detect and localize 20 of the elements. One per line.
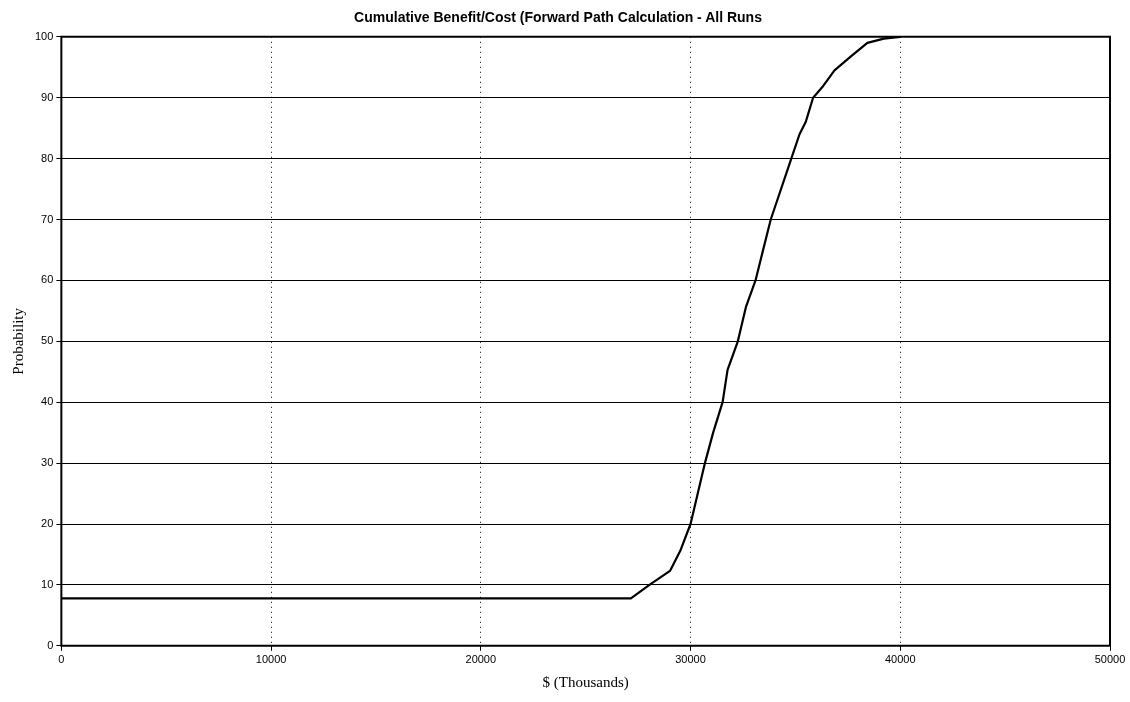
y-tick-label: 0 — [47, 638, 54, 651]
y-tick-label: 60 — [41, 273, 54, 286]
x-tick-label: 10000 — [255, 653, 287, 666]
x-tick-label: 30000 — [675, 653, 706, 666]
chart-title: Cumulative Benefit/Cost (Forward Path Calculation - All Runs — [354, 9, 763, 26]
y-tick-label: 70 — [41, 212, 54, 225]
x-tick-label: 20000 — [465, 653, 497, 666]
y-tick-label: 90 — [41, 90, 54, 103]
x-axis-title: $ (Thousands) — [542, 673, 629, 691]
x-tick-label: 40000 — [884, 653, 916, 666]
y-tick-label: 100 — [34, 29, 54, 42]
y-tick-label: 20 — [41, 517, 54, 530]
y-tick-label: 80 — [41, 151, 54, 164]
y-tick-label: 50 — [41, 334, 54, 347]
x-tick-label: 0 — [58, 653, 65, 666]
y-tick-label: 30 — [41, 456, 54, 469]
x-tick-label: 50000 — [1094, 653, 1126, 666]
y-tick-label: 40 — [41, 395, 54, 408]
y-tick-label: 10 — [41, 577, 54, 590]
y-axis-title: Probability — [9, 307, 26, 375]
